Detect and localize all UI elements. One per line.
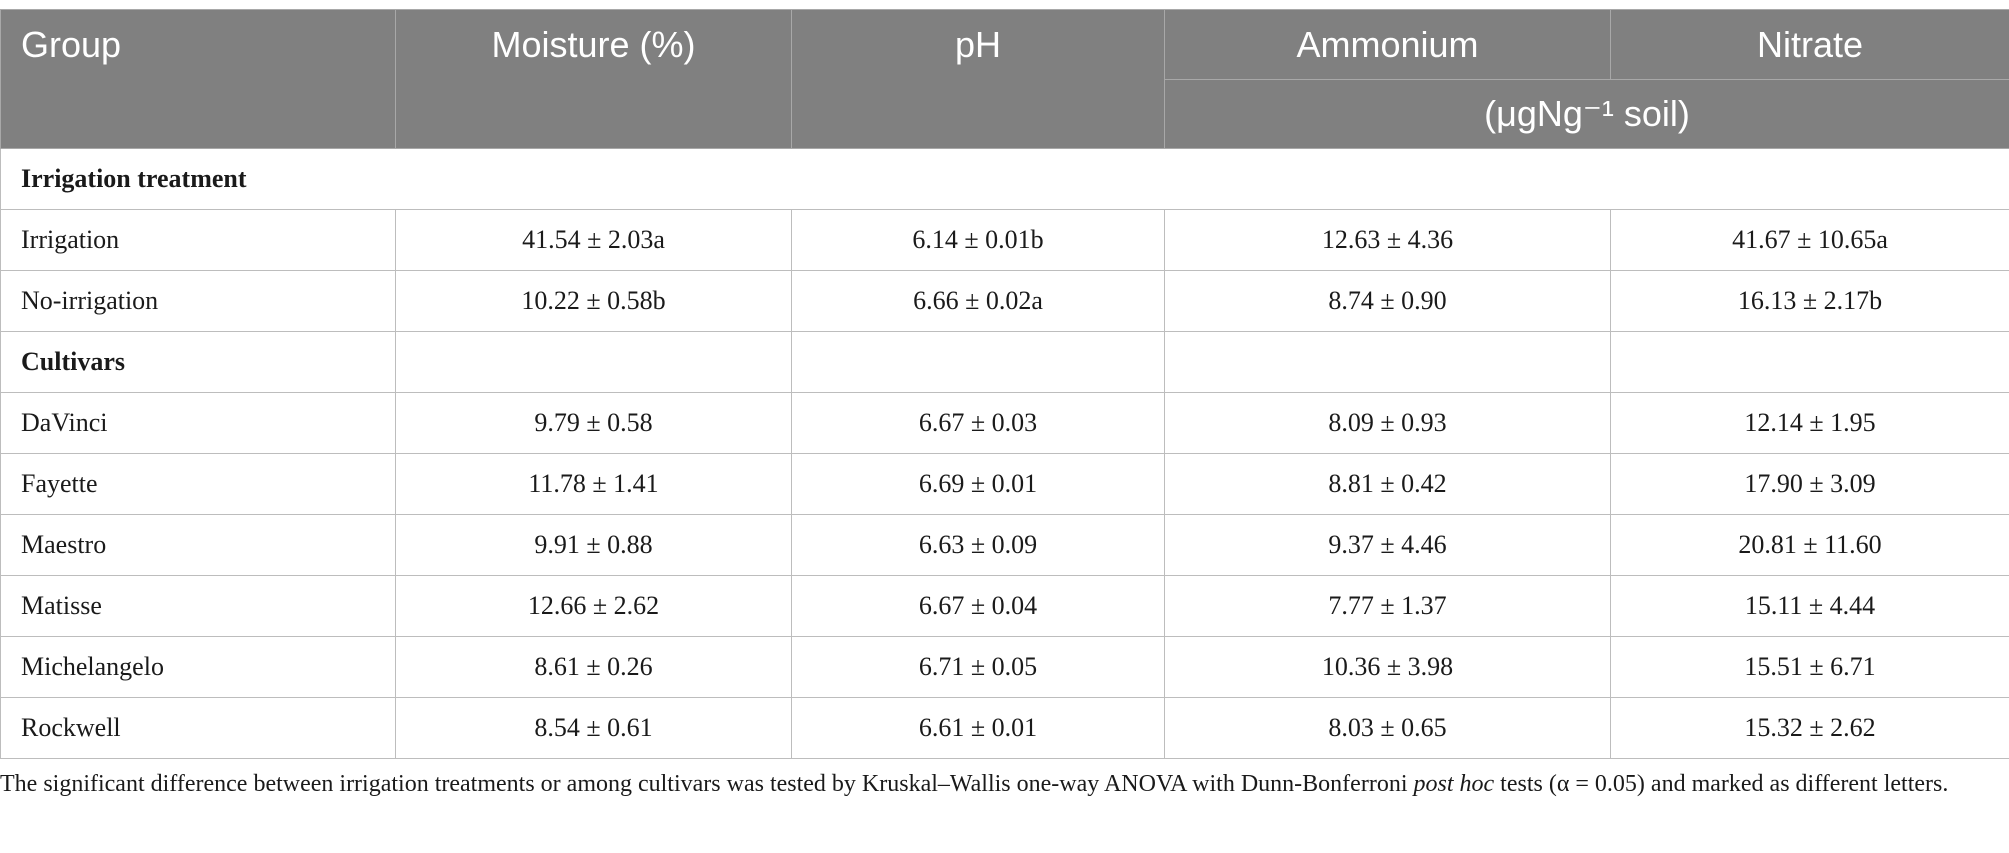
value-cell: 15.11 ± 4.44 xyxy=(1610,575,2009,637)
value-cell: 9.37 ± 4.46 xyxy=(1164,514,1611,576)
value-cell: 10.22 ± 0.58b xyxy=(395,270,792,332)
section-title: Cultivars xyxy=(0,331,396,393)
row-label: No-irrigation xyxy=(0,270,396,332)
value-cell: 6.66 ± 0.02a xyxy=(791,270,1165,332)
data-table-wrapper: Group Moisture (%) pH Ammonium Nitrate (… xyxy=(0,9,2009,759)
table-row: Matisse 12.66 ± 2.62 6.67 ± 0.04 7.77 ± 1.3… xyxy=(0,575,2009,637)
value-cell: 6.69 ± 0.01 xyxy=(791,453,1165,515)
value-cell: 8.81 ± 0.42 xyxy=(1164,453,1611,515)
value-cell: 41.54 ± 2.03a xyxy=(395,209,792,271)
value-cell: 12.14 ± 1.95 xyxy=(1610,392,2009,454)
header-group: Group xyxy=(0,9,396,149)
table-body: Irrigation treatment Irrigation 41.54 ± 2.… xyxy=(0,148,2009,759)
table-row: DaVinci 9.79 ± 0.58 6.67 ± 0.03 8.09 ± 0.93… xyxy=(0,392,2009,454)
header-ammonium: Ammonium xyxy=(1164,9,1611,80)
empty-cell xyxy=(791,331,1165,393)
value-cell: 15.51 ± 6.71 xyxy=(1610,636,2009,698)
value-cell: 9.91 ± 0.88 xyxy=(395,514,792,576)
empty-cell xyxy=(1610,331,2009,393)
row-label: Matisse xyxy=(0,575,396,637)
table-row: Michelangelo 8.61 ± 0.26 6.71 ± 0.05 10.36 … xyxy=(0,636,2009,698)
row-label: DaVinci xyxy=(0,392,396,454)
table-footnote: The significant difference between irrig… xyxy=(0,767,2005,801)
value-cell: 17.90 ± 3.09 xyxy=(1610,453,2009,515)
row-label: Rockwell xyxy=(0,697,396,759)
table-row: Maestro 9.91 ± 0.88 6.63 ± 0.09 9.37 ± 4.46… xyxy=(0,514,2009,576)
value-cell: 15.32 ± 2.62 xyxy=(1610,697,2009,759)
row-label: Michelangelo xyxy=(0,636,396,698)
empty-cell xyxy=(395,331,792,393)
empty-cell xyxy=(1164,331,1611,393)
value-cell: 6.67 ± 0.04 xyxy=(791,575,1165,637)
value-cell: 8.09 ± 0.93 xyxy=(1164,392,1611,454)
value-cell: 11.78 ± 1.41 xyxy=(395,453,792,515)
value-cell: 16.13 ± 2.17b xyxy=(1610,270,2009,332)
table-header: Group Moisture (%) pH Ammonium Nitrate (… xyxy=(0,9,2009,149)
value-cell: 10.36 ± 3.98 xyxy=(1164,636,1611,698)
header-ph: pH xyxy=(791,9,1165,149)
section-row: Cultivars xyxy=(0,331,2009,393)
value-cell: 6.71 ± 0.05 xyxy=(791,636,1165,698)
footnote-italic: post hoc xyxy=(1413,771,1495,797)
value-cell: 12.63 ± 4.36 xyxy=(1164,209,1611,271)
value-cell: 8.03 ± 0.65 xyxy=(1164,697,1611,759)
value-cell: 12.66 ± 2.62 xyxy=(395,575,792,637)
header-nitrate: Nitrate xyxy=(1610,9,2009,80)
section-title: Irrigation treatment xyxy=(0,148,2009,210)
row-label: Fayette xyxy=(0,453,396,515)
header-unit: (μgNg⁻¹ soil) xyxy=(1164,79,2009,149)
row-label: Maestro xyxy=(0,514,396,576)
value-cell: 8.61 ± 0.26 xyxy=(395,636,792,698)
header-moisture: Moisture (%) xyxy=(395,9,792,149)
row-label: Irrigation xyxy=(0,209,396,271)
value-cell: 20.81 ± 11.60 xyxy=(1610,514,2009,576)
table-row: No-irrigation 10.22 ± 0.58b 6.66 ± 0.02a 8.… xyxy=(0,270,2009,332)
footnote-text-start: The significant difference between irrig… xyxy=(0,771,1414,797)
section-row: Irrigation treatment xyxy=(0,148,2009,210)
value-cell: 6.63 ± 0.09 xyxy=(791,514,1165,576)
value-cell: 8.54 ± 0.61 xyxy=(395,697,792,759)
data-table: Group Moisture (%) pH Ammonium Nitrate (… xyxy=(0,9,2009,759)
value-cell: 8.74 ± 0.90 xyxy=(1164,270,1611,332)
value-cell: 9.79 ± 0.58 xyxy=(395,392,792,454)
value-cell: 41.67 ± 10.65a xyxy=(1610,209,2009,271)
value-cell: 6.61 ± 0.01 xyxy=(791,697,1165,759)
table-row: Irrigation 41.54 ± 2.03a 6.14 ± 0.01b 12.63… xyxy=(0,209,2009,271)
value-cell: 7.77 ± 1.37 xyxy=(1164,575,1611,637)
value-cell: 6.14 ± 0.01b xyxy=(791,209,1165,271)
table-row: Fayette 11.78 ± 1.41 6.69 ± 0.01 8.81 ± 0.4… xyxy=(0,453,2009,515)
table-row: Rockwell 8.54 ± 0.61 6.61 ± 0.01 8.03 ± 0.6… xyxy=(0,697,2009,759)
value-cell: 6.67 ± 0.03 xyxy=(791,392,1165,454)
footnote-text-end: tests (α = 0.05) and marked as different… xyxy=(1494,771,1949,797)
